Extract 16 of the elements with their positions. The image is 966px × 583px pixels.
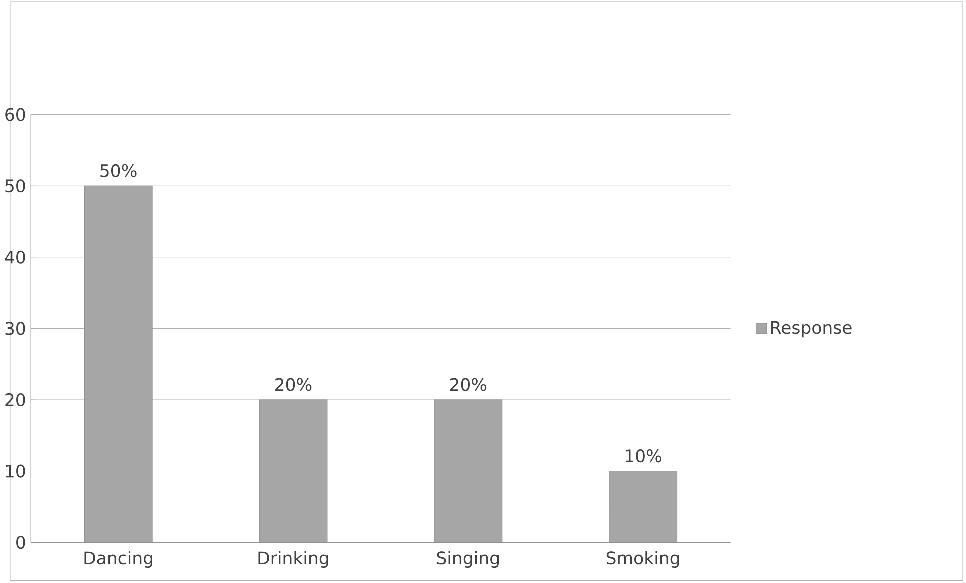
y-tick-label: 60 (6, 108, 26, 122)
y-tick-label: 30 (6, 322, 26, 336)
y-tick-label: 40 (5, 251, 26, 264)
y-tick-label: 0 (16, 536, 26, 550)
data-label: 20% (276, 378, 312, 392)
y-tick-label: 50 (6, 180, 26, 193)
x-tick-label: Singing (437, 551, 499, 568)
y-tick-label: 20 (6, 394, 26, 407)
legend-label: Response (772, 322, 852, 338)
x-tick-label: Smoking (606, 551, 680, 568)
data-label: 10% (626, 450, 662, 463)
x-tick-label: Drinking (258, 551, 328, 568)
y-tick-label: 10 (6, 464, 26, 478)
data-label: 20% (450, 378, 487, 392)
x-tick-label: Dancing (84, 551, 152, 568)
data-label: 50% (100, 164, 137, 178)
